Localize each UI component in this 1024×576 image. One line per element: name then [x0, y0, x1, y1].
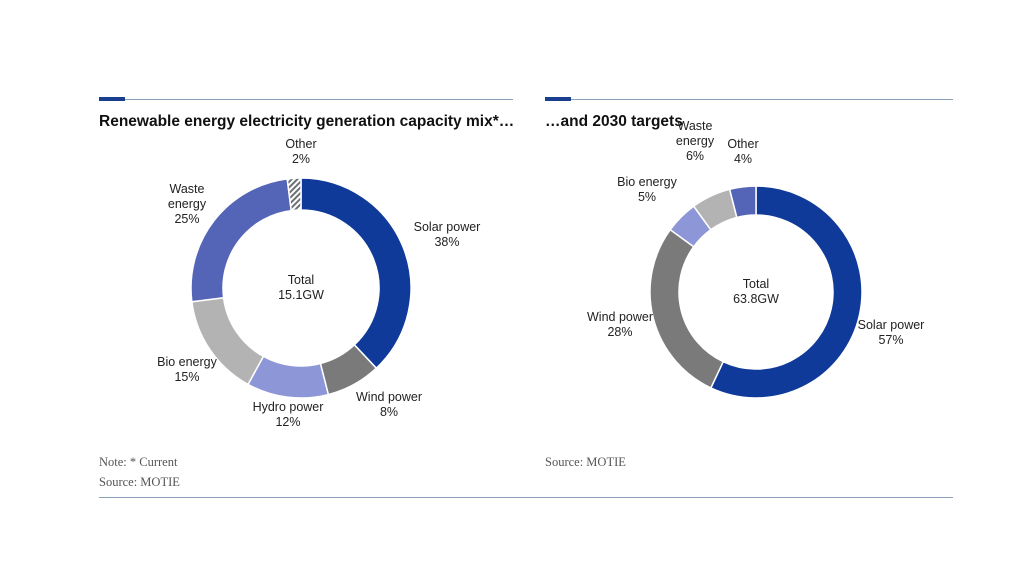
- bottom-rule: [99, 497, 953, 498]
- right-slice-other: [728, 185, 757, 219]
- right-top-rule: [545, 99, 953, 100]
- left-label-bio-energy: Bio energy 15%: [157, 355, 218, 384]
- right-source: Source: MOTIE: [545, 455, 626, 469]
- left-note: Note: * Current: [99, 455, 178, 469]
- left-label-waste-energy: Waste energy 25%: [168, 182, 207, 226]
- right-label-waste-energy: Waste energy 6%: [676, 119, 715, 163]
- left-label-hydro-power: Hydro power 12%: [253, 400, 324, 429]
- right-label-bio-energy: Bio energy 5%: [617, 175, 678, 204]
- right-label-wind-power: Wind power 28%: [587, 310, 653, 339]
- left-accent-bar: [99, 97, 125, 101]
- right-slice-wind-power: [649, 228, 725, 389]
- left-source: Source: MOTIE: [99, 475, 180, 489]
- left-label-wind-power: Wind power 8%: [356, 390, 422, 419]
- right-slice-solar-power: [709, 185, 863, 399]
- left-top-rule: [99, 99, 513, 100]
- right-chart-title: …and 2030 targets: [545, 113, 683, 130]
- left-label-solar-power: Solar power 38%: [414, 220, 481, 249]
- right-center-total: Total 63.8GW: [733, 277, 779, 306]
- right-accent-bar: [545, 97, 571, 101]
- right-label-other: Other 4%: [727, 137, 758, 166]
- left-chart-title: Renewable energy electricity generation …: [99, 113, 515, 130]
- right-label-solar-power: Solar power 57%: [858, 318, 925, 347]
- left-slice-solar-power: [300, 177, 412, 370]
- left-label-other: Other 2%: [285, 137, 316, 166]
- left-center-total: Total 15.1GW: [278, 273, 324, 302]
- left-slice-other: [286, 177, 302, 212]
